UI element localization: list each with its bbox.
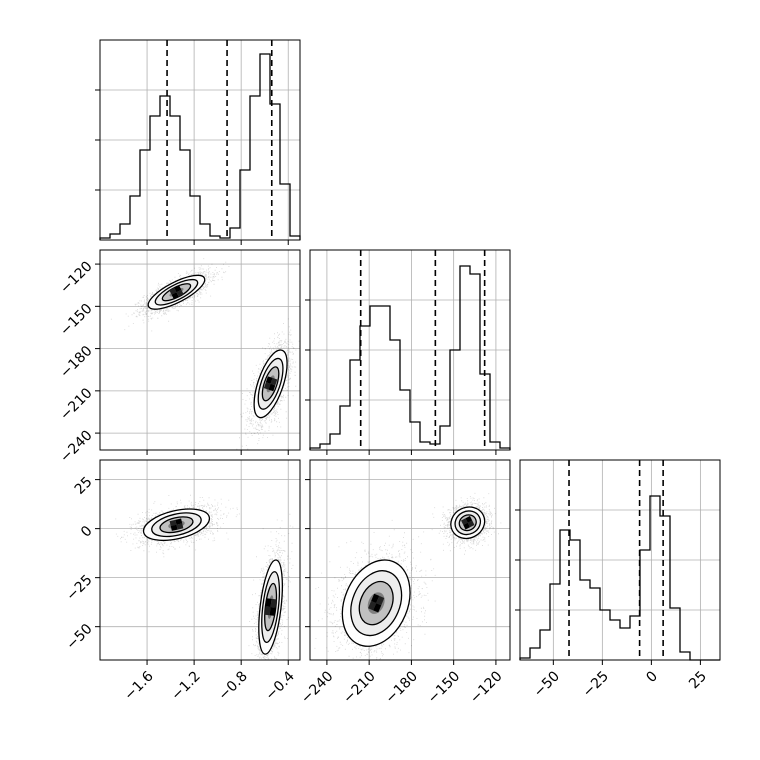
- y-tick-label: −50: [63, 621, 95, 653]
- y-tick-label: 25: [72, 474, 96, 498]
- x-tick-label: 0: [643, 668, 661, 686]
- x-tick-label: −0.8: [215, 668, 250, 703]
- density-pixel: [461, 518, 468, 525]
- histogram-step: [519, 495, 720, 661]
- density-pixel: [176, 523, 184, 530]
- density-pixel: [376, 595, 385, 606]
- x-tick-label: −210: [340, 668, 379, 707]
- y-tick-label: 0: [78, 523, 96, 541]
- y-tick-label: −240: [57, 427, 96, 466]
- panel-frame: [99, 249, 301, 451]
- hist2d-panel-2: [309, 459, 511, 661]
- density-pixel: [463, 522, 470, 530]
- density-pixel: [269, 607, 276, 616]
- histogram-step: [309, 265, 511, 450]
- x-tick-label: 25: [686, 668, 710, 692]
- panel-frame: [309, 249, 511, 451]
- density-core: [264, 598, 277, 616]
- panel-frame: [99, 39, 301, 241]
- density-pixel: [268, 383, 276, 392]
- density-pixel: [171, 292, 179, 300]
- density-pixel: [175, 518, 183, 525]
- x-tick-label: −240: [298, 668, 337, 707]
- density-pixel: [465, 516, 473, 523]
- y-tick-label: −180: [57, 343, 96, 382]
- x-tick-label: −150: [425, 668, 464, 707]
- density-pixel: [371, 593, 380, 604]
- density-pixel: [263, 382, 271, 390]
- x-tick-label: −25: [580, 668, 612, 700]
- hist2d-panel-0: [99, 249, 301, 451]
- hist-panel-1: [305, 249, 511, 451]
- y-tick-label: −210: [57, 385, 96, 424]
- x-tick-label: −0.4: [263, 668, 298, 703]
- density-pixel: [265, 376, 273, 384]
- x-tick-label: −120: [467, 668, 506, 707]
- x-tick-label: −180: [383, 668, 422, 707]
- density-pixel: [368, 601, 377, 611]
- x-tick-label: −1.2: [168, 668, 203, 703]
- density-pixel: [264, 606, 271, 616]
- density-pixel: [169, 287, 177, 295]
- panel-frame: [309, 459, 511, 661]
- density-pixel: [169, 519, 177, 527]
- panel-frame: [99, 459, 301, 661]
- density-pixel: [170, 524, 178, 531]
- density-core: [461, 516, 475, 530]
- density-pixel: [270, 598, 277, 608]
- density-core: [263, 376, 278, 392]
- density-pixel: [467, 520, 475, 528]
- hist-panel-0: [95, 39, 301, 241]
- density-pixel: [174, 285, 182, 293]
- hist2d-panel-1: [99, 459, 301, 661]
- y-tick-label: −25: [63, 572, 95, 604]
- x-tick-label: −1.6: [121, 668, 156, 703]
- hist-panel-2: [515, 459, 721, 661]
- density-core: [169, 518, 184, 531]
- x-tick-label: −50: [531, 668, 563, 700]
- density-core: [368, 593, 385, 613]
- density-core: [169, 285, 184, 300]
- density-pixel: [176, 289, 184, 297]
- panel-frame: [519, 459, 721, 661]
- y-tick-label: −120: [57, 258, 96, 297]
- y-tick-label: −150: [57, 301, 96, 340]
- density-pixel: [373, 603, 382, 613]
- density-pixel: [270, 377, 278, 386]
- histogram-step: [99, 53, 301, 240]
- density-pixel: [265, 598, 272, 608]
